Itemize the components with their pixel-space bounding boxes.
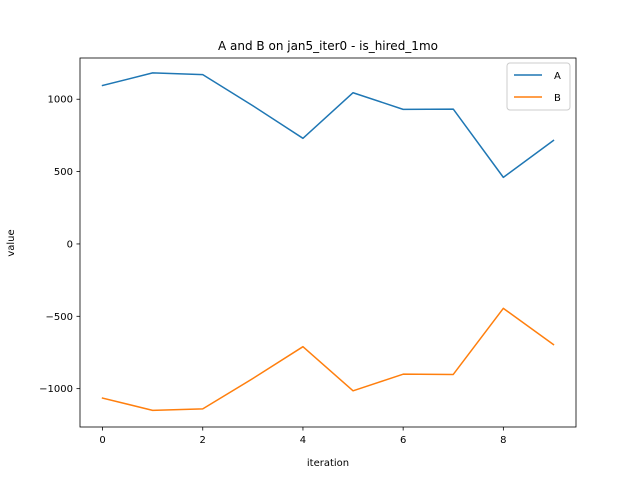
y-tick-label: 0: [67, 239, 73, 250]
y-tick-label: −500: [46, 312, 73, 323]
x-axis-label: iteration: [307, 458, 349, 469]
series-line-a: [101, 72, 555, 179]
legend-label-b: B: [554, 93, 561, 104]
y-tick-label: 500: [54, 167, 73, 178]
ticks-layer: 0 2 4 6 8 −1000 −500 0 500 1000: [39, 95, 506, 446]
x-tick-label: 6: [400, 435, 406, 446]
y-tick-label: −1000: [39, 384, 73, 395]
x-tick-label: 8: [500, 435, 506, 446]
chart-title: A and B on jan5_iter0 - is_hired_1mo: [218, 39, 438, 53]
x-tick-label: 2: [200, 435, 206, 446]
series-line-b: [101, 307, 555, 412]
series-layer: [101, 72, 555, 412]
y-tick-label: 1000: [48, 95, 73, 106]
legend-label-a: A: [554, 71, 561, 82]
plot-area-frame: [79, 57, 577, 428]
y-axis-label: value: [6, 229, 17, 256]
x-tick-label: 4: [300, 435, 306, 446]
x-tick-label: 0: [99, 435, 105, 446]
legend: A B: [506, 62, 571, 111]
